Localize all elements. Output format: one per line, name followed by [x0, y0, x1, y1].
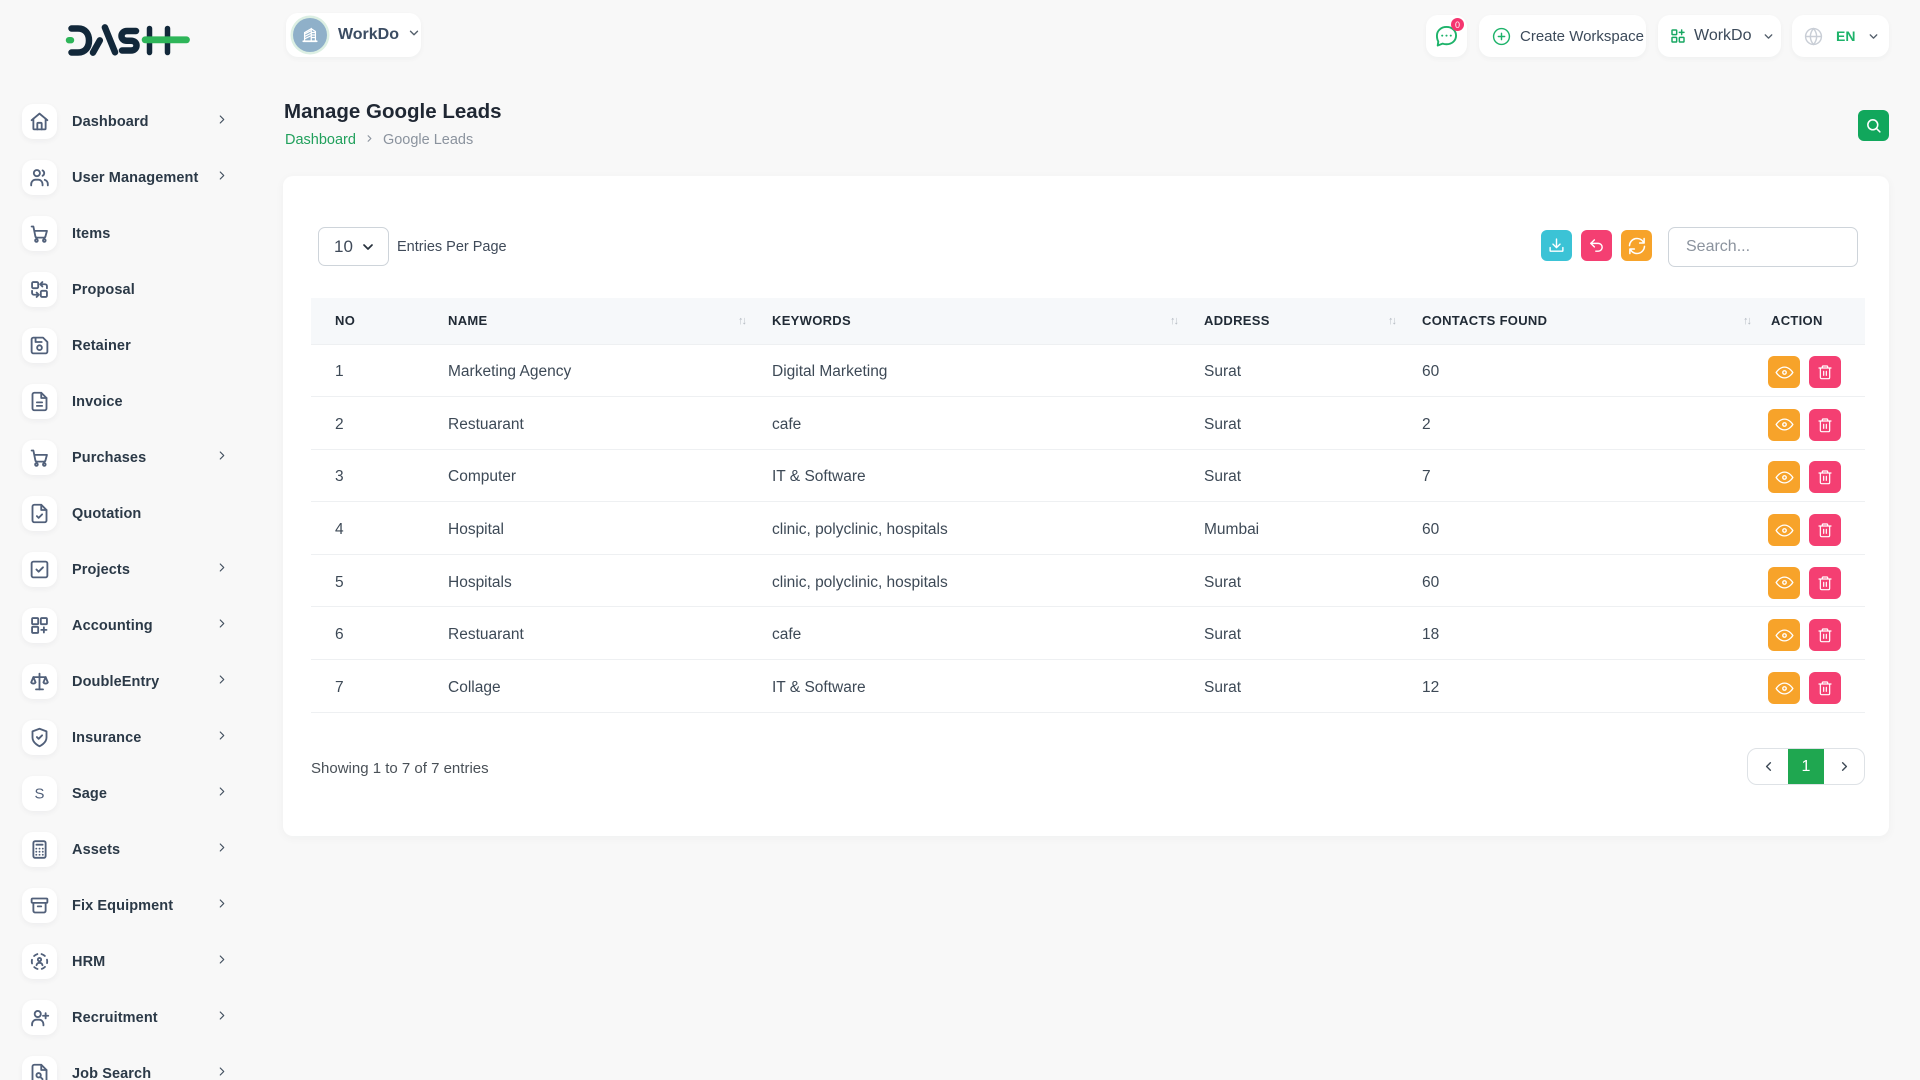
svg-text:S: S: [35, 786, 45, 802]
